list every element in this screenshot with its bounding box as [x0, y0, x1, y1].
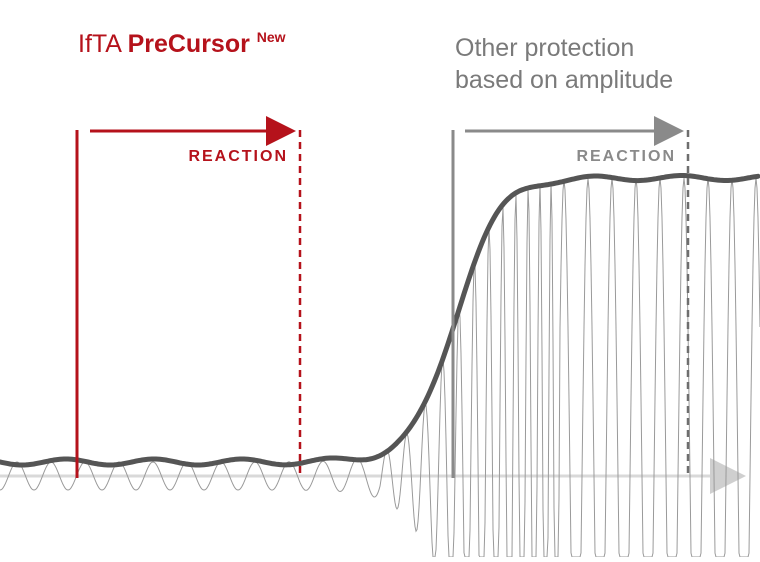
other-protection-title: Other protection based on amplitude — [455, 32, 673, 96]
reaction-label-right: REACTION — [576, 148, 676, 165]
amplitude-envelope — [0, 173, 760, 468]
other-protection-line2: based on amplitude — [455, 66, 674, 94]
precursor-title: IfTA PreCursor New — [78, 29, 286, 59]
other-protection-line1: Other protection — [455, 34, 635, 62]
product-name: PreCursor — [127, 30, 250, 58]
brand-name: IfTA — [78, 30, 121, 58]
reaction-label-left: REACTION — [188, 148, 288, 165]
signal-waveform — [0, 177, 760, 558]
new-tag: New — [256, 29, 286, 45]
